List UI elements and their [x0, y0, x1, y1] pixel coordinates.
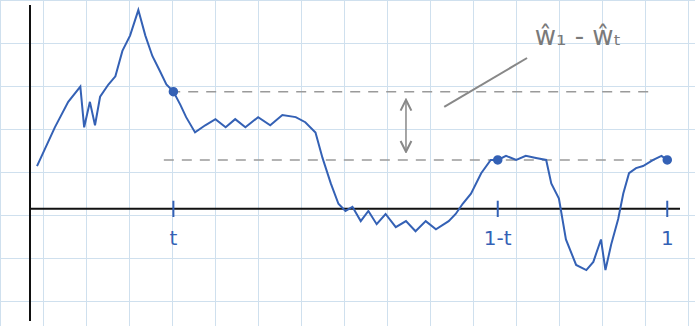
svg-text:1: 1: [661, 226, 674, 250]
svg-text:1-t: 1-t: [484, 226, 512, 250]
svg-text:ŵ₁ - ŵₜ: ŵ₁ - ŵₜ: [535, 21, 622, 51]
svg-text:t: t: [169, 226, 177, 250]
